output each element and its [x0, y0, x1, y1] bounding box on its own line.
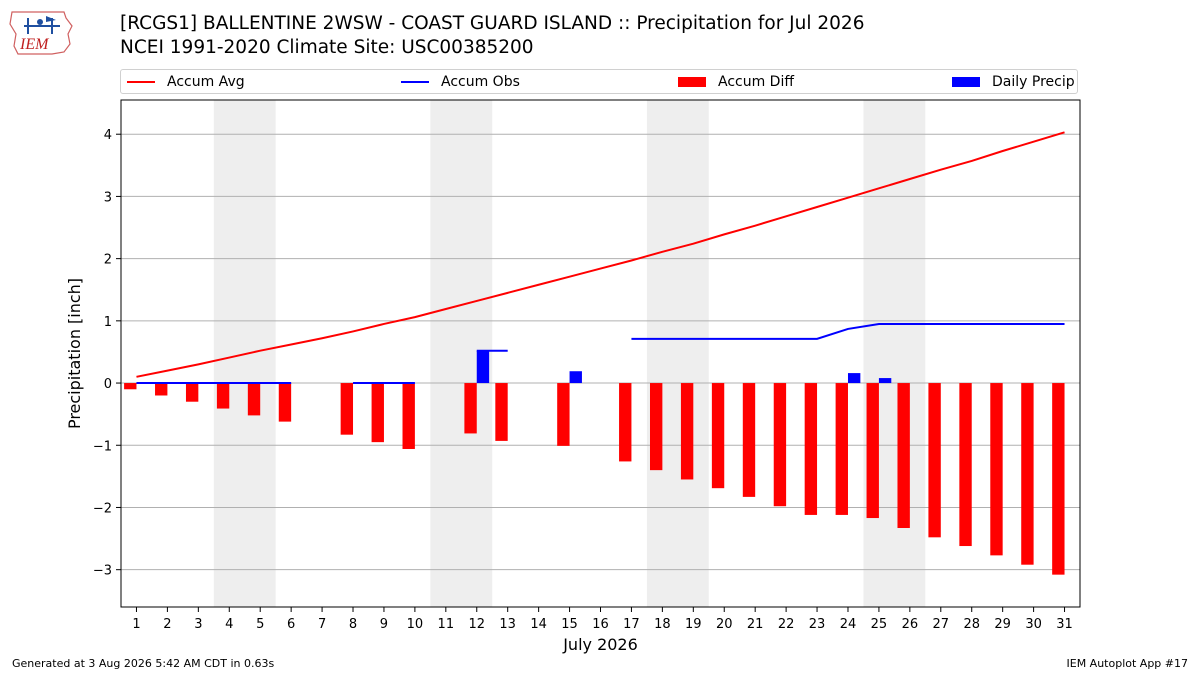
legend-accum-avg: Accum Avg [127, 73, 245, 91]
x-tick-label: 26 [902, 617, 919, 632]
legend-accum-diff: Accum Diff [678, 73, 794, 91]
x-tick-label: 21 [747, 617, 764, 632]
accum-diff-bar [371, 383, 384, 443]
iem-logo: IEM [6, 4, 76, 60]
x-tick-label: 17 [623, 617, 640, 632]
legend-daily-swatch [952, 77, 980, 87]
legend-obs-label: Accum Obs [441, 74, 520, 90]
x-axis-label: July 2026 [562, 635, 638, 654]
y-tick-label: 1 [104, 315, 112, 330]
x-tick-label: 3 [194, 617, 202, 632]
x-tick-label: 27 [933, 617, 950, 632]
y-tick-label: 4 [104, 128, 112, 143]
title-line-1: [RCGS1] BALLENTINE 2WSW - COAST GUARD IS… [120, 13, 865, 34]
accum-diff-bar [278, 383, 292, 422]
y-axis-label: Precipitation [inch] [65, 278, 84, 429]
legend-daily-precip: Daily Precip [952, 73, 1075, 91]
accum-diff-bar [804, 383, 818, 515]
x-tick-label: 4 [225, 617, 233, 632]
x-tick-label: 18 [654, 617, 671, 632]
weekend-band [863, 100, 926, 607]
x-tick-label: 20 [716, 617, 733, 632]
accum-diff-bar [928, 383, 941, 538]
x-tick-label: 10 [407, 617, 424, 632]
accum-diff-bar [649, 383, 663, 471]
y-tick-label: 2 [104, 253, 112, 268]
accum-diff-bar [216, 383, 230, 409]
x-tick-label: 23 [809, 617, 826, 632]
logo-text: IEM [19, 36, 50, 53]
y-tick-label: −2 [93, 501, 112, 516]
x-tick-label: 6 [287, 617, 295, 632]
accum-diff-bar [185, 383, 199, 402]
y-tick-label: −3 [93, 564, 112, 579]
accum-diff-bar [557, 383, 570, 446]
chart-title: [RCGS1] BALLENTINE 2WSW - COAST GUARD IS… [120, 12, 864, 60]
accum-diff-bar [340, 383, 354, 435]
daily-precip-bar [476, 350, 490, 384]
legend: Accum Avg Accum Obs Accum Diff Daily Pre… [120, 69, 1078, 94]
footer-generated: Generated at 3 Aug 2026 5:42 AM CDT in 0… [12, 657, 275, 670]
x-tick-label: 11 [438, 617, 455, 632]
x-tick-label: 25 [871, 617, 888, 632]
legend-avg-swatch [127, 81, 155, 83]
accum-diff-bar [897, 383, 910, 528]
accum-diff-bar [619, 383, 632, 462]
footer-app: IEM Autoplot App #17 [1066, 657, 1189, 670]
accum-diff-bar [680, 383, 694, 480]
accum-obs-line [631, 322, 1065, 340]
daily-precip-bar [847, 373, 861, 384]
daily-precip-bar [569, 371, 582, 384]
x-tick-label: 30 [1025, 617, 1042, 632]
weekend-band [646, 100, 709, 607]
x-tick-label: 28 [963, 617, 980, 632]
x-tick-label: 16 [592, 617, 609, 632]
title-line-2: NCEI 1991-2020 Climate Site: USC00385200 [120, 37, 534, 58]
accum-diff-bar [711, 383, 725, 489]
legend-avg-label: Accum Avg [167, 74, 245, 90]
x-tick-label: 7 [318, 617, 326, 632]
legend-diff-label: Accum Diff [718, 74, 795, 90]
accum-diff-bar [990, 383, 1003, 556]
x-tick-label: 9 [380, 617, 388, 632]
accum-diff-bar [742, 383, 756, 497]
accum-diff-bar [835, 383, 848, 515]
x-tick-label: 14 [530, 617, 547, 632]
accum-diff-bar [464, 383, 477, 434]
accum-diff-bar [124, 383, 137, 390]
accum-avg-line [136, 131, 1065, 378]
x-tick-label: 15 [561, 617, 578, 632]
y-tick-label: −1 [93, 439, 112, 454]
accum-diff-bar [773, 383, 787, 507]
x-tick-label: 19 [685, 617, 702, 632]
x-tick-label: 24 [840, 617, 857, 632]
x-tick-label: 1 [132, 617, 140, 632]
accum-diff-bar [1052, 383, 1065, 575]
accum-diff-bar [959, 383, 972, 547]
accum-diff-bar [247, 383, 261, 416]
x-tick-label: 29 [994, 617, 1011, 632]
x-tick-label: 12 [468, 617, 485, 632]
y-tick-label: 3 [104, 190, 112, 205]
legend-accum-obs: Accum Obs [401, 73, 520, 91]
x-tick-label: 13 [499, 617, 516, 632]
legend-daily-label: Daily Precip [992, 74, 1075, 90]
x-tick-label: 2 [163, 617, 171, 632]
legend-obs-swatch [401, 81, 429, 83]
accum-diff-bar [402, 383, 415, 449]
legend-diff-swatch [678, 77, 706, 87]
accum-diff-bar [155, 383, 168, 396]
x-tick-label: 8 [349, 617, 357, 632]
y-tick-label: 0 [104, 377, 112, 392]
accum-diff-bar [866, 383, 879, 519]
accum-diff-bar [495, 383, 508, 441]
x-tick-label: 5 [256, 617, 264, 632]
x-tick-label: 31 [1056, 617, 1073, 632]
daily-precip-bar [878, 378, 892, 384]
x-tick-label: 22 [778, 617, 795, 632]
accum-diff-bar [1021, 383, 1034, 565]
